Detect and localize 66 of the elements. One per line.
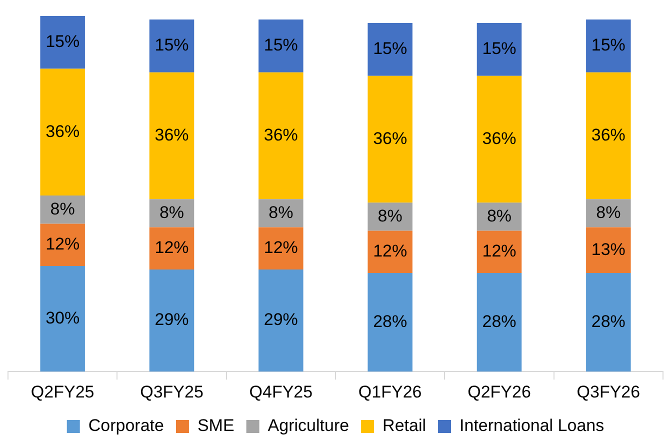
bar (586, 227, 631, 274)
bar (258, 227, 304, 270)
data-label: 8% (50, 199, 75, 218)
data-label: 28% (373, 312, 408, 331)
bar (368, 230, 412, 274)
data-label: 12% (264, 238, 298, 258)
data-label: 29% (264, 310, 298, 330)
data-label: 12% (482, 242, 516, 261)
bar (40, 16, 85, 69)
bar (40, 266, 85, 372)
x-tick-label: Q2FY26 (468, 382, 531, 402)
data-label: 36% (482, 128, 516, 148)
data-label: 15% (373, 39, 408, 58)
data-label: 8% (378, 206, 402, 226)
legend-label: International Loans (460, 416, 604, 436)
data-label: 15% (482, 39, 516, 58)
bar (258, 269, 304, 372)
bar (149, 72, 194, 200)
data-label: 28% (482, 312, 516, 331)
data-label: 12% (154, 238, 189, 258)
data-label: 15% (154, 36, 189, 55)
bar (368, 273, 412, 372)
data-label: 36% (264, 125, 298, 144)
data-label: 8% (596, 202, 621, 222)
bar (586, 273, 631, 372)
data-label: 8% (486, 206, 512, 226)
data-label: 28% (591, 312, 626, 331)
legend-label: SME (197, 416, 234, 436)
x-tick-label: Q3FY26 (576, 382, 640, 402)
bar (40, 224, 85, 266)
data-label: 29% (154, 310, 189, 330)
data-label: 12% (46, 234, 80, 254)
bar (258, 72, 304, 200)
bar (258, 20, 304, 72)
data-label: 36% (373, 128, 408, 148)
bar (149, 269, 194, 372)
data-label: 36% (46, 122, 80, 141)
bar (476, 23, 522, 76)
data-label: 8% (268, 202, 294, 222)
data-label: 13% (591, 240, 626, 259)
bar (149, 20, 194, 72)
bar (476, 230, 522, 274)
x-tick-label: Q2FY25 (30, 382, 94, 402)
data-label: 8% (159, 202, 184, 222)
data-label: 12% (373, 242, 408, 261)
x-tick-label: Q4FY25 (249, 382, 313, 402)
data-label: 15% (264, 36, 298, 55)
data-label: 36% (154, 125, 189, 144)
bar (586, 20, 631, 72)
bar (368, 23, 412, 76)
legend-label: Corporate (88, 416, 164, 436)
data-label: 30% (46, 308, 80, 328)
bar (149, 227, 194, 270)
bar (476, 76, 522, 203)
bar (586, 72, 631, 200)
data-label: 15% (591, 36, 626, 55)
x-tick-label: Q3FY25 (140, 382, 204, 402)
bar (368, 202, 412, 231)
bar (476, 273, 522, 372)
legend-label: Agriculture (268, 416, 350, 436)
legend-label: Retail (382, 416, 426, 436)
data-label: 36% (591, 125, 626, 144)
x-tick-label: Q1FY26 (358, 382, 422, 402)
data-label: 15% (46, 32, 80, 52)
bar (368, 76, 412, 203)
bar (40, 68, 85, 196)
